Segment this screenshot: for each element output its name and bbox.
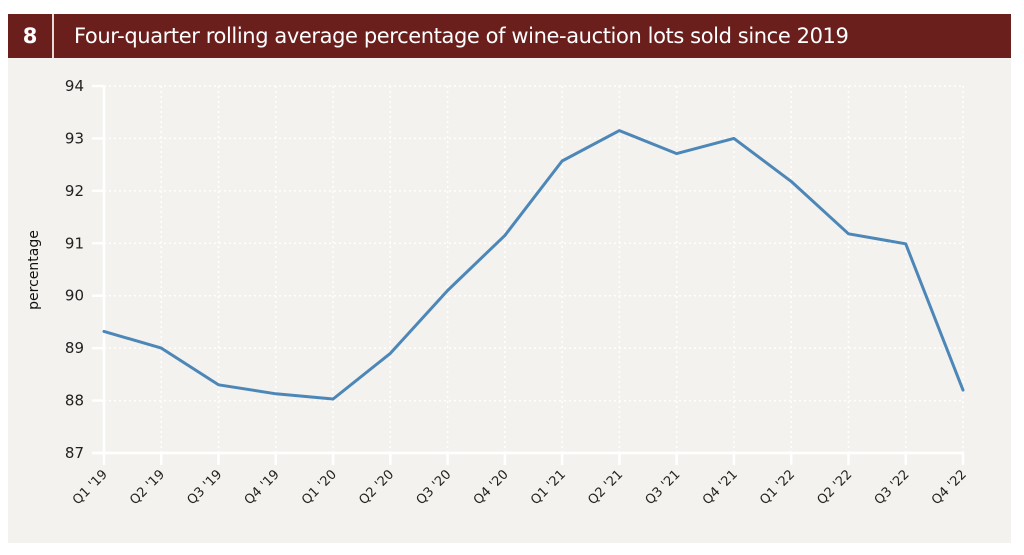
grid-lines: [104, 85, 964, 453]
y-tick-label: 91: [65, 234, 84, 252]
x-tick-label: Q3 '20: [414, 467, 455, 508]
x-tick-label: Q1 '20: [299, 467, 340, 508]
y-tick-label: 93: [65, 129, 84, 147]
figure-number: 8: [8, 14, 54, 58]
y-tick-label: 89: [65, 339, 84, 357]
y-tick-label: 92: [65, 182, 84, 200]
x-tick-label: Q4 '19: [242, 467, 283, 508]
y-tick-label: 88: [65, 392, 84, 410]
series-group: [102, 129, 965, 401]
chart-title: Four-quarter rolling average percentage …: [74, 24, 849, 48]
x-tick-label: Q3 '22: [872, 467, 913, 508]
x-tick-label: Q3 '19: [185, 467, 226, 508]
x-tick-label: Q1 '21: [528, 467, 569, 508]
y-tick-label: 94: [65, 77, 84, 95]
x-tick-label: Q3 '21: [643, 467, 684, 508]
x-tick-label: Q2 '19: [127, 467, 168, 508]
x-tick-label: Q2 '20: [356, 467, 397, 508]
x-tick-label: Q4 '22: [929, 467, 970, 508]
y-tick-label: 90: [65, 287, 84, 305]
y-tick-label: 87: [65, 444, 84, 462]
axes: [92, 84, 965, 465]
x-tick-label: Q1 '19: [70, 467, 111, 508]
series-line: [102, 129, 965, 401]
x-tick-label: Q2 '22: [814, 467, 855, 508]
chart-header: 8 Four-quarter rolling average percentag…: [8, 14, 1011, 58]
x-tick-label: Q2 '21: [585, 467, 626, 508]
x-tick-label: Q4 '21: [700, 467, 741, 508]
y-tick-labels: 87 88 89 90 91 92 93 94: [65, 77, 84, 462]
x-tick-labels: Q1 '19 Q2 '19 Q3 '19 Q4 '19 Q1 '20 Q2 '20 Q3 '…: [70, 467, 970, 508]
x-tick-label: Q1 '22: [757, 467, 798, 508]
y-axis-title: percentage: [26, 230, 42, 310]
x-tick-label: Q4 '20: [471, 467, 512, 508]
